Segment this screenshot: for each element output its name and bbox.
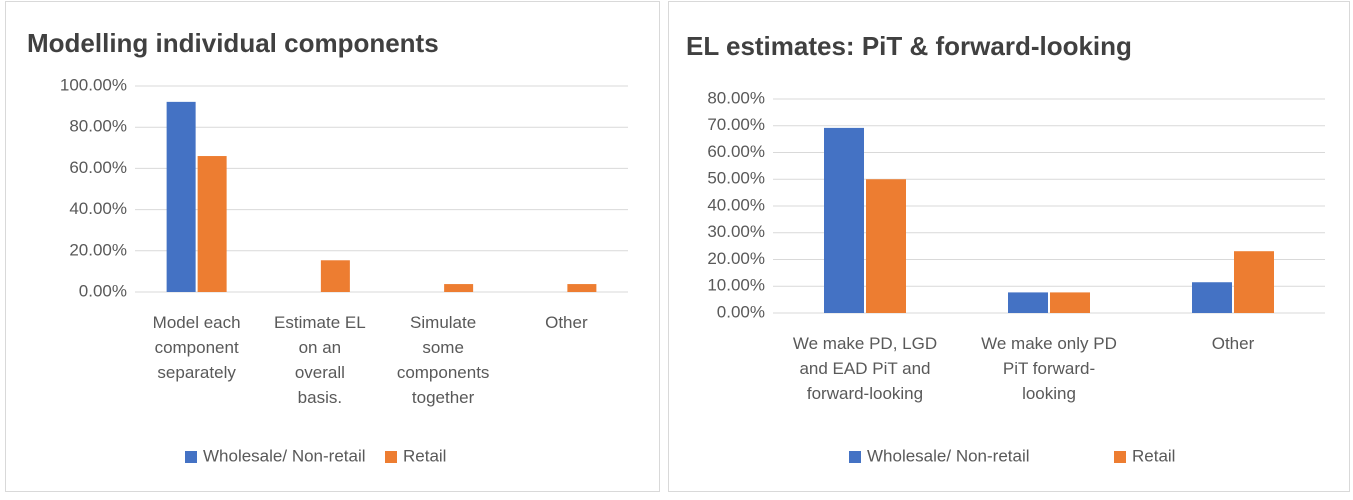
x-tick-label: We make PD, LGD and EAD PiT and forward-lo…: [793, 334, 937, 403]
y-tick-label: 80.00%: [707, 88, 765, 107]
y-tick-label: 70.00%: [707, 115, 765, 134]
legend-swatch: [1114, 451, 1126, 463]
chart-title: EL estimates: PiT & forward-looking: [686, 31, 1132, 61]
y-tick-label: 100.00%: [60, 75, 127, 94]
x-tick-label: Estimate EL on an overall basis.: [274, 313, 366, 407]
y-tick-label: 10.00%: [707, 276, 765, 295]
legend-label: Retail: [1132, 446, 1175, 465]
x-tick-label: Other: [545, 313, 588, 332]
bar: [444, 284, 474, 292]
y-tick-label: 60.00%: [69, 158, 127, 177]
x-tick-label: Model each component separately: [153, 313, 241, 382]
y-tick-label: 20.00%: [707, 249, 765, 268]
bar: [197, 156, 227, 292]
y-tick-label: 40.00%: [707, 195, 765, 214]
bar: [567, 284, 597, 292]
y-tick-label: 0.00%: [717, 302, 765, 321]
y-tick-label: 40.00%: [69, 199, 127, 218]
legend-label: Wholesale/ Non-retail: [203, 446, 366, 465]
bar: [1234, 251, 1274, 313]
legend-label: Wholesale/ Non-retail: [867, 446, 1030, 465]
chart-title: Modelling individual components: [27, 28, 439, 58]
y-tick-label: 80.00%: [69, 117, 127, 136]
x-tick-label: Simulate some components together: [397, 313, 490, 407]
bar: [824, 127, 864, 313]
bar: [1008, 292, 1048, 313]
bar: [166, 101, 196, 292]
legend-swatch: [185, 451, 197, 463]
bar: [866, 179, 906, 313]
bar: [1050, 292, 1090, 313]
x-tick-label: Other: [1212, 334, 1255, 353]
y-tick-label: 20.00%: [69, 240, 127, 259]
bar: [1192, 282, 1232, 313]
y-tick-label: 60.00%: [707, 142, 765, 161]
y-tick-label: 30.00%: [707, 222, 765, 241]
legend-swatch: [385, 451, 397, 463]
legend-swatch: [849, 451, 861, 463]
x-tick-label: We make only PD PiT forward-looking: [981, 334, 1117, 403]
y-tick-label: 0.00%: [79, 281, 127, 300]
legend-label: Retail: [403, 446, 446, 465]
y-tick-label: 50.00%: [707, 169, 765, 188]
chart-panel: [668, 1, 1350, 492]
chart-panel: [5, 1, 660, 492]
bar: [320, 260, 350, 292]
